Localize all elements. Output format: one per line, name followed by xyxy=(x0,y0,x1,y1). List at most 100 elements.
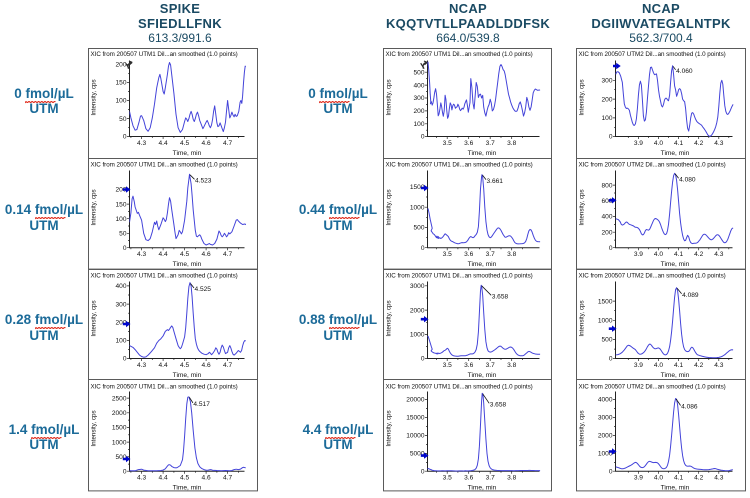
svg-text:800: 800 xyxy=(602,182,613,189)
svg-text:Intensity, cps: Intensity, cps xyxy=(386,300,393,336)
svg-text:Time, min: Time, min xyxy=(661,150,690,157)
svg-text:15000: 15000 xyxy=(406,415,425,422)
svg-text:3.6: 3.6 xyxy=(464,475,473,482)
svg-text:4.089: 4.089 xyxy=(682,292,699,299)
svg-text:500: 500 xyxy=(116,454,127,461)
svg-text:4.3: 4.3 xyxy=(714,251,723,258)
svg-text:Time, min: Time, min xyxy=(173,485,202,492)
svg-text:0: 0 xyxy=(609,245,613,252)
svg-text:XIC from 200507 UTM1 Dil...an: XIC from 200507 UTM1 Dil...an smoothed (… xyxy=(91,51,238,58)
svg-text:1000: 1000 xyxy=(410,205,425,212)
svg-text:1000: 1000 xyxy=(598,451,613,458)
svg-text:50: 50 xyxy=(119,231,127,238)
svg-text:4.3: 4.3 xyxy=(714,140,723,147)
svg-text:1500: 1500 xyxy=(598,298,613,305)
svg-text:Time, min: Time, min xyxy=(661,485,690,492)
svg-text:300: 300 xyxy=(602,77,613,84)
svg-text:500: 500 xyxy=(414,69,425,76)
svg-text:Intensity, cps: Intensity, cps xyxy=(579,300,586,336)
svg-text:1000: 1000 xyxy=(598,317,613,324)
svg-text:2500: 2500 xyxy=(112,396,127,403)
svg-text:Intensity, cps: Intensity, cps xyxy=(579,190,586,226)
svg-text:4.1: 4.1 xyxy=(674,140,683,147)
svg-text:4.080: 4.080 xyxy=(679,177,696,184)
svg-text:4.7: 4.7 xyxy=(223,140,232,147)
svg-text:4.6: 4.6 xyxy=(202,475,211,482)
svg-text:200: 200 xyxy=(116,61,127,68)
svg-text:3.7: 3.7 xyxy=(486,362,495,369)
svg-text:1500: 1500 xyxy=(410,184,425,191)
svg-text:20000: 20000 xyxy=(406,397,425,404)
svg-text:3.5: 3.5 xyxy=(443,475,452,482)
svg-text:3.8: 3.8 xyxy=(507,362,516,369)
svg-text:3000: 3000 xyxy=(598,415,613,422)
svg-text:4000: 4000 xyxy=(598,397,613,404)
svg-text:4.2: 4.2 xyxy=(694,140,703,147)
svg-text:4.4: 4.4 xyxy=(159,251,168,258)
svg-text:4.086: 4.086 xyxy=(681,404,698,411)
svg-text:3.9: 3.9 xyxy=(634,362,643,369)
svg-text:Time, min: Time, min xyxy=(661,261,690,268)
svg-text:3.658: 3.658 xyxy=(492,293,509,300)
svg-text:200: 200 xyxy=(116,187,127,194)
svg-text:400: 400 xyxy=(602,214,613,221)
svg-text:4.5: 4.5 xyxy=(180,140,189,147)
svg-text:4.523: 4.523 xyxy=(195,178,212,185)
svg-text:3.7: 3.7 xyxy=(486,140,495,147)
svg-text:150: 150 xyxy=(116,201,127,208)
svg-text:100: 100 xyxy=(116,216,127,223)
svg-text:100: 100 xyxy=(116,98,127,105)
svg-text:2000: 2000 xyxy=(598,433,613,440)
svg-text:400: 400 xyxy=(116,283,127,290)
svg-text:4.6: 4.6 xyxy=(202,140,211,147)
svg-text:Time, min: Time, min xyxy=(661,372,690,379)
svg-text:50: 50 xyxy=(119,116,127,123)
svg-text:1000: 1000 xyxy=(112,440,127,447)
svg-text:2000: 2000 xyxy=(410,307,425,314)
svg-text:4.3: 4.3 xyxy=(137,251,146,258)
svg-text:4.4: 4.4 xyxy=(159,140,168,147)
svg-text:4.5: 4.5 xyxy=(180,362,189,369)
svg-text:3.7: 3.7 xyxy=(486,475,495,482)
svg-text:3.6: 3.6 xyxy=(464,251,473,258)
svg-text:200: 200 xyxy=(602,230,613,237)
svg-text:Intensity, cps: Intensity, cps xyxy=(91,411,98,447)
svg-text:XIC from 200507 UTM2 Dil...an: XIC from 200507 UTM2 Dil...an smoothed (… xyxy=(579,162,726,169)
svg-text:5000: 5000 xyxy=(410,451,425,458)
svg-text:3.8: 3.8 xyxy=(507,251,516,258)
svg-text:300: 300 xyxy=(116,301,127,308)
svg-text:4.7: 4.7 xyxy=(223,362,232,369)
svg-text:4.1: 4.1 xyxy=(674,475,683,482)
svg-text:4.517: 4.517 xyxy=(193,401,210,408)
svg-text:4.4: 4.4 xyxy=(159,362,168,369)
svg-text:Intensity, cps: Intensity, cps xyxy=(91,190,98,226)
svg-text:0: 0 xyxy=(421,355,425,362)
svg-text:4.3: 4.3 xyxy=(137,475,146,482)
svg-text:Time, min: Time, min xyxy=(468,150,497,157)
svg-text:4.3: 4.3 xyxy=(137,362,146,369)
svg-text:500: 500 xyxy=(414,225,425,232)
svg-text:10000: 10000 xyxy=(406,433,425,440)
svg-text:4.0: 4.0 xyxy=(654,140,663,147)
svg-text:4.5: 4.5 xyxy=(180,475,189,482)
svg-text:Intensity, cps: Intensity, cps xyxy=(579,79,586,115)
svg-text:4.4: 4.4 xyxy=(159,475,168,482)
svg-text:3.9: 3.9 xyxy=(634,140,643,147)
svg-text:4.2: 4.2 xyxy=(694,362,703,369)
svg-text:4.0: 4.0 xyxy=(654,362,663,369)
svg-text:4.2: 4.2 xyxy=(694,251,703,258)
svg-text:1500: 1500 xyxy=(112,425,127,432)
svg-text:XIC from 200507 UTM1 Dil...an: XIC from 200507 UTM1 Dil...an smoothed (… xyxy=(91,162,238,169)
svg-text:400: 400 xyxy=(414,82,425,89)
svg-text:Time, min: Time, min xyxy=(173,261,202,268)
svg-text:4.0: 4.0 xyxy=(654,251,663,258)
svg-text:0: 0 xyxy=(609,134,613,141)
svg-text:0: 0 xyxy=(123,355,127,362)
svg-text:Time, min: Time, min xyxy=(468,485,497,492)
svg-text:Time, min: Time, min xyxy=(468,372,497,379)
svg-text:100: 100 xyxy=(116,337,127,344)
svg-text:0: 0 xyxy=(609,469,613,476)
svg-text:3.658: 3.658 xyxy=(490,402,507,409)
svg-text:3.5: 3.5 xyxy=(443,362,452,369)
svg-text:XIC from 200507 UTM1 Dil...an: XIC from 200507 UTM1 Dil...an smoothed (… xyxy=(91,384,238,391)
